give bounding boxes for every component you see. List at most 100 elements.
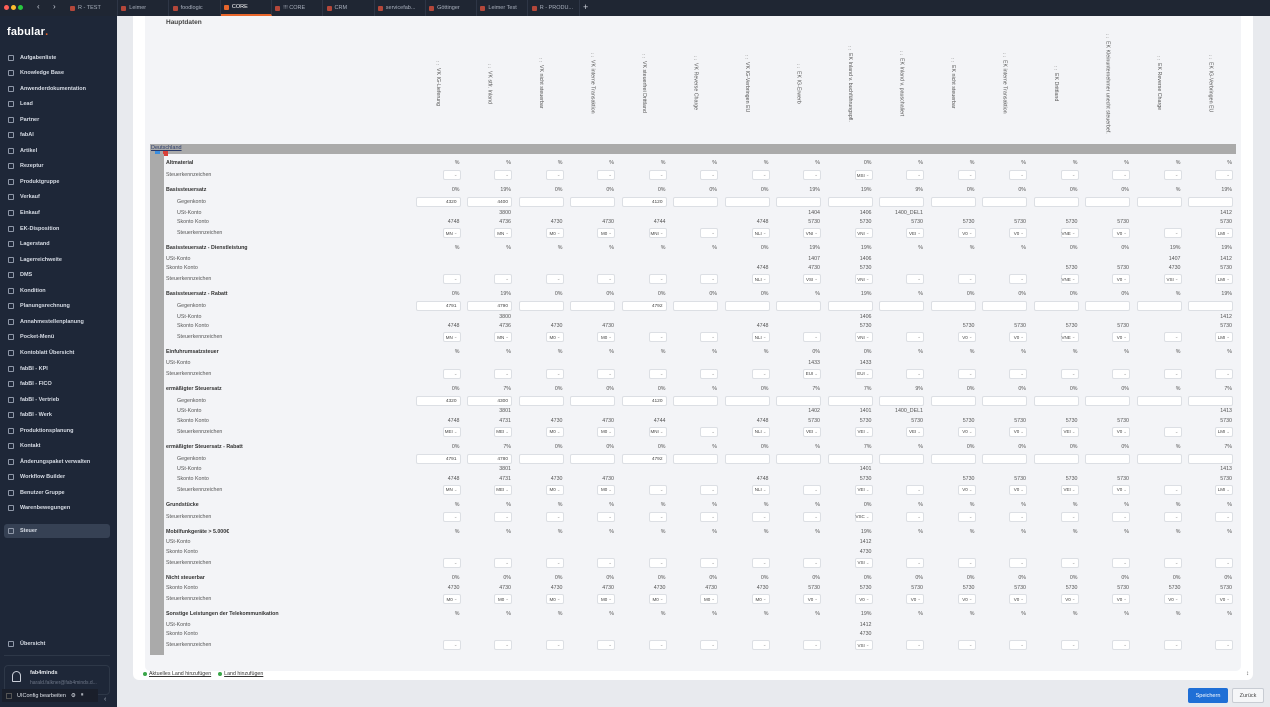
tax-code-select[interactable]: V0 ⌄: [803, 594, 821, 604]
tax-code-select[interactable]: ⌄: [1060, 557, 1079, 568]
new-tab-button[interactable]: +: [583, 2, 589, 12]
tax-code-select[interactable]: V0 ⌄: [1112, 594, 1130, 604]
tax-code-select[interactable]: ⌄: [803, 170, 821, 180]
sidebar-item-workflow-builder[interactable]: Workflow Builder: [4, 471, 110, 484]
tax-code-select[interactable]: ⌄: [1112, 640, 1130, 650]
sidebar-item-lagerstand[interactable]: Lagerstand: [4, 238, 110, 251]
gegenkonto-input[interactable]: [1085, 197, 1130, 207]
tax-code-select[interactable]: ⌄: [597, 368, 615, 379]
country-link[interactable]: Deutschland: [151, 145, 182, 151]
tax-code-select[interactable]: ⌄: [648, 170, 667, 180]
tax-code-select[interactable]: ⌄: [751, 557, 770, 568]
tax-code-select[interactable]: M0 ⌄: [494, 594, 512, 604]
tax-code-select[interactable]: ⌄: [1112, 170, 1130, 180]
sidebar-item-aufgabenliste[interactable]: Aufgabenliste: [4, 51, 110, 64]
tax-code-select[interactable]: ⌄: [597, 170, 615, 180]
tax-code-select[interactable]: ⌄: [957, 511, 976, 522]
tax-code-select[interactable]: ⌄: [545, 640, 564, 650]
drag-handle-icon[interactable]: ⁚⁚: [951, 58, 955, 65]
gegenkonto-input[interactable]: [879, 453, 924, 464]
tax-code-select[interactable]: VEI ⌄: [854, 426, 873, 437]
tax-code-select[interactable]: MN ⌄: [442, 484, 461, 495]
tax-code-select[interactable]: M0 ⌄: [545, 594, 564, 604]
tax-code-select[interactable]: LMI ⌄: [1215, 426, 1233, 437]
tax-code-select[interactable]: V0 ⌄: [1009, 332, 1027, 342]
tax-code-select[interactable]: ⌄: [906, 511, 924, 522]
tab-leimer-test[interactable]: Leimer Test: [477, 0, 529, 16]
tax-code-select[interactable]: NLI ⌄: [751, 426, 770, 437]
gegenkonto-input[interactable]: [570, 395, 615, 406]
tax-code-select[interactable]: ⌄: [700, 426, 718, 437]
tax-code-select[interactable]: VNE ⌄: [1060, 274, 1079, 284]
column-header[interactable]: ⁚⁚ EK Drittland: [1030, 28, 1082, 140]
tax-code-select[interactable]: ⌄: [597, 274, 615, 284]
tax-code-select[interactable]: M0 ⌄: [597, 332, 615, 342]
tax-code-select[interactable]: V0 ⌄: [957, 228, 976, 238]
tax-code-select[interactable]: M0 ⌄: [545, 426, 564, 437]
tax-code-select[interactable]: V0 ⌄: [957, 484, 976, 495]
tax-code-select[interactable]: ⌄: [442, 274, 461, 284]
tax-code-select[interactable]: VNI ⌄: [803, 228, 821, 238]
column-header[interactable]: ⁚⁚ VK IG-Verbringen EU: [721, 28, 773, 140]
tax-code-select[interactable]: VSI ⌄: [803, 274, 821, 284]
drag-handle-icon[interactable]: ⁚⁚: [642, 54, 646, 61]
drag-handle-icon[interactable]: ⁚⁚: [590, 53, 594, 60]
drag-handle-icon[interactable]: ⁚⁚: [436, 61, 440, 67]
tax-code-select[interactable]: ⌄: [906, 170, 924, 180]
tax-code-select[interactable]: V0 ⌄: [1009, 594, 1027, 604]
tax-code-select[interactable]: ⌄: [442, 368, 461, 379]
tax-code-select[interactable]: ⌄: [803, 511, 821, 522]
drag-handle-icon[interactable]: ⁚⁚: [693, 56, 697, 63]
gegenkonto-input[interactable]: [982, 197, 1027, 207]
gegenkonto-input[interactable]: [827, 197, 873, 207]
tax-code-select[interactable]: ⌄: [700, 228, 718, 238]
tax-code-select[interactable]: ⌄: [803, 557, 821, 568]
tax-code-select[interactable]: VEI ⌄: [854, 484, 873, 495]
tax-code-select[interactable]: ⌄: [494, 368, 512, 379]
gegenkonto-input[interactable]: 4320: [415, 395, 461, 406]
tax-code-select[interactable]: ⌄: [803, 640, 821, 650]
tax-code-select[interactable]: VEI ⌄: [906, 426, 924, 437]
gegenkonto-input[interactable]: [930, 453, 976, 464]
tax-code-select[interactable]: VNI ⌄: [854, 332, 873, 342]
tax-code-select[interactable]: ⌄: [442, 170, 461, 180]
gegenkonto-input[interactable]: 4780: [467, 453, 512, 464]
sidebar-item-produktionsplanung[interactable]: Produktionsplanung: [4, 424, 110, 437]
tax-code-select[interactable]: M0 ⌄: [597, 484, 615, 495]
add-current-country-link[interactable]: Aktuelles Land hinzufügen: [143, 671, 211, 677]
tax-code-select[interactable]: ⌄: [751, 368, 770, 379]
uiconfig-checkbox[interactable]: [6, 692, 12, 699]
gegenkonto-input[interactable]: [570, 301, 615, 311]
tax-code-select[interactable]: VSC ⌄: [854, 511, 873, 522]
column-header[interactable]: ⁚⁚ EK Reverse Charge: [1133, 28, 1185, 140]
tax-code-select[interactable]: V0 ⌄: [957, 332, 976, 342]
drag-handle-icon[interactable]: ⁚⁚: [745, 54, 749, 61]
gegenkonto-input[interactable]: [1188, 301, 1233, 311]
tax-code-select[interactable]: V0 ⌄: [1009, 228, 1027, 238]
pause-icon[interactable]: ⏸: [80, 692, 84, 698]
tax-code-select[interactable]: ⌄: [597, 640, 615, 650]
tax-code-select[interactable]: ⌄: [1163, 557, 1182, 568]
tax-code-select[interactable]: ⌄: [648, 368, 667, 379]
tax-code-select[interactable]: ⌄: [442, 557, 461, 568]
sidebar-item--nderungspaket-verwalten[interactable]: Änderungspaket verwalten: [4, 455, 110, 468]
gegenkonto-input[interactable]: [1033, 395, 1079, 406]
tax-code-select[interactable]: MEI ⌄: [494, 484, 512, 495]
tax-code-select[interactable]: ⌄: [1163, 368, 1182, 379]
column-header[interactable]: ⁚⁚ EK interne Transaktion: [979, 28, 1031, 140]
tax-code-select[interactable]: V0 ⌄: [957, 426, 976, 437]
gegenkonto-input[interactable]: [518, 197, 564, 207]
column-header[interactable]: ⁚⁚ VK Reverse Charge: [670, 28, 722, 140]
tax-code-select[interactable]: LMI ⌄: [1215, 484, 1233, 495]
gegenkonto-input[interactable]: [827, 301, 873, 311]
tab-r-produ-[interactable]: R - PRODU...: [529, 0, 580, 16]
sidebar-item-fabbi-fico[interactable]: fabBI - FICO: [4, 378, 110, 391]
tax-code-select[interactable]: ⌄: [700, 484, 718, 495]
tax-code-select[interactable]: VNI ⌄: [854, 228, 873, 238]
tax-code-select[interactable]: NLI ⌄: [751, 274, 770, 284]
column-header[interactable]: ⁚⁚ EK nicht steuerbar: [927, 28, 979, 140]
tax-code-select[interactable]: ⌄: [442, 511, 461, 522]
gegenkonto-input[interactable]: [518, 453, 564, 464]
tax-code-select[interactable]: ⌄: [648, 274, 667, 284]
gegenkonto-input[interactable]: [570, 197, 615, 207]
